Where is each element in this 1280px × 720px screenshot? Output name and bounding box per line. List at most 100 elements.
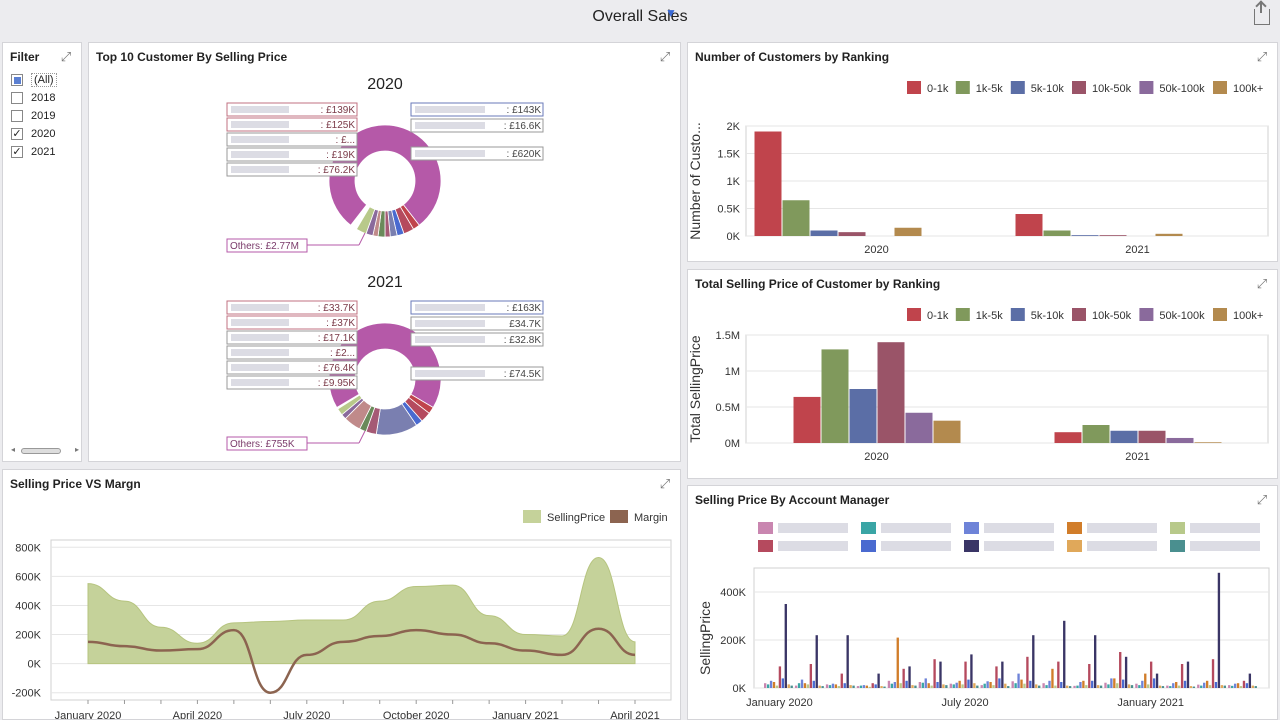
maximize-icon[interactable]: ⤢ (659, 476, 671, 491)
bar (862, 685, 866, 688)
bar (887, 680, 891, 688)
scroll-left-icon[interactable]: ◂ (11, 445, 16, 454)
x-tick-label: July 2020 (283, 710, 330, 719)
bar (952, 684, 955, 688)
filter-item-2019[interactable]: 2019 (3, 107, 81, 125)
checkbox-checked-icon[interactable]: ✓ (11, 145, 23, 158)
scroll-right-icon[interactable]: ▸ (75, 445, 80, 454)
filter-item-2020[interactable]: ✓ 2020 (11, 127, 56, 140)
bar (1166, 685, 1169, 688)
leader-line (358, 232, 366, 246)
bar (1119, 652, 1122, 688)
bar (782, 200, 810, 236)
bar (1113, 678, 1116, 688)
checkbox-icon[interactable] (11, 110, 23, 122)
bar (1180, 664, 1184, 688)
maximize-icon[interactable]: ⤢ (659, 49, 671, 64)
filter-item-all[interactable]: (All) (3, 71, 81, 89)
bar (821, 686, 824, 688)
bar (1068, 686, 1072, 688)
y-tick-label: 0.5M (716, 402, 740, 414)
bar (1060, 682, 1063, 688)
maximize-icon[interactable]: ⤢ (60, 49, 72, 64)
bar (1124, 656, 1128, 688)
slice-label-name-redacted (231, 349, 289, 356)
legend-label: 0-1k (927, 310, 949, 322)
bar (1138, 430, 1166, 443)
bar (871, 683, 874, 688)
maximize-icon[interactable]: ⤢ (1256, 49, 1268, 64)
y-tick-label: 0M (725, 438, 740, 450)
slice-label-value: : £... (336, 135, 355, 146)
bar (828, 685, 832, 688)
bar (896, 637, 899, 688)
filter-item-2021[interactable]: ✓ 2021 (11, 145, 56, 158)
panel-title: Number of Customers by Ranking (695, 50, 890, 64)
bar (1205, 680, 1209, 688)
bar (1057, 661, 1060, 688)
x-tick-label: 2021 (1125, 244, 1149, 256)
top10-donut-charts: 2020: £139K: £125K: £...: £19K: £76.2K: … (226, 76, 544, 451)
bar (1135, 683, 1138, 688)
bar (1141, 680, 1144, 688)
filter-item-2018[interactable]: 2018 (3, 89, 81, 107)
sp-margin-chart: SellingPrice Margin -200K 0K 200K 400K 600K 800… (12, 510, 672, 719)
legend-label: 1k-5k (976, 310, 1003, 322)
sp-manager-chart: 0K 200K 400K January 2020 July 2020 January 2… (697, 522, 1270, 709)
bar (787, 684, 790, 688)
bar (1166, 437, 1194, 443)
slice-label-name-redacted (415, 106, 485, 113)
bar (927, 683, 930, 688)
bar (821, 349, 849, 443)
maximize-icon[interactable]: ⤢ (1256, 276, 1268, 291)
x-tick-label: January 2020 (55, 710, 122, 719)
bar (942, 684, 945, 688)
y-tick-label: 400K (15, 600, 41, 612)
plot-area (753, 567, 1270, 689)
bar (1099, 685, 1103, 688)
bar (838, 232, 866, 236)
slice-label-name-redacted (415, 336, 485, 343)
slice-label-name-redacted (231, 304, 289, 311)
bar (1121, 679, 1125, 688)
legend-swatch (1067, 522, 1082, 534)
bar (874, 684, 877, 688)
slice-label-name-redacted (231, 121, 289, 128)
filter-indicator-icon[interactable]: ▼ (665, 6, 677, 20)
checkbox-partial-icon[interactable] (11, 74, 23, 86)
bar (775, 685, 779, 688)
sellingprice-area (87, 556, 636, 665)
slice-label-value: : £143K (507, 105, 542, 116)
y-tick-label: 200K (15, 630, 41, 642)
bar (1189, 686, 1193, 688)
bar (983, 683, 986, 688)
slice-label-name-redacted (415, 304, 485, 311)
bar (769, 680, 773, 688)
legend-swatch (1010, 81, 1025, 94)
maximize-icon[interactable]: ⤢ (1256, 492, 1268, 507)
bar (894, 227, 922, 236)
bar (1172, 683, 1175, 688)
slice-label-name-redacted (231, 334, 289, 341)
legend-swatch (955, 81, 970, 94)
x-tick-label: January 2020 (746, 697, 813, 709)
bar (800, 679, 804, 688)
bar (1152, 678, 1156, 688)
scrollbar-thumb[interactable] (21, 448, 61, 454)
export-icon[interactable] (1254, 3, 1270, 25)
legend-label-redacted (984, 523, 1054, 533)
x-tick-label: January 2021 (1117, 697, 1184, 709)
y-tick-label: 400K (720, 587, 746, 599)
bar (1029, 680, 1032, 688)
horizontal-scrollbar[interactable]: ◂ ▸ (11, 445, 79, 455)
bar (998, 678, 1001, 688)
legend-label-redacted (984, 541, 1054, 551)
checkbox-icon[interactable] (11, 92, 23, 104)
filter-title: Filter (10, 50, 40, 64)
checkbox-checked-icon[interactable]: ✓ (11, 127, 23, 140)
bar (961, 684, 964, 688)
slice-label-value: : £125K (321, 120, 356, 131)
legend-swatch (907, 308, 921, 321)
bar (849, 389, 877, 443)
bar (899, 683, 902, 688)
